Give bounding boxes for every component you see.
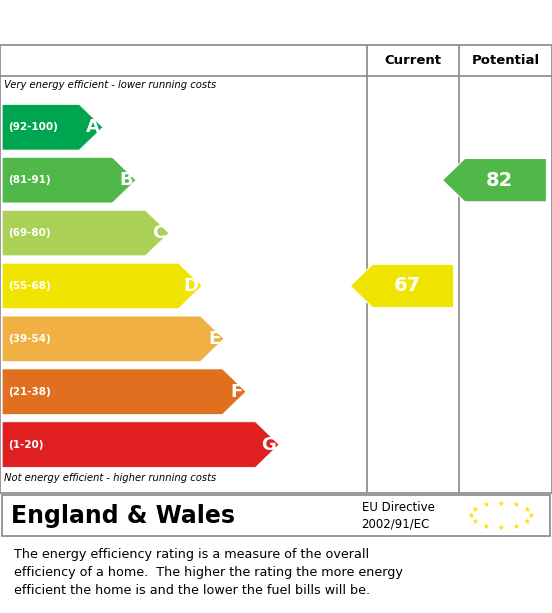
- Polygon shape: [2, 105, 103, 150]
- Text: ★: ★: [497, 499, 505, 508]
- Polygon shape: [2, 369, 246, 414]
- Text: England & Wales: England & Wales: [11, 503, 235, 528]
- Polygon shape: [2, 422, 279, 467]
- Text: 67: 67: [393, 276, 421, 295]
- Text: (1-20): (1-20): [8, 440, 43, 449]
- Text: ★: ★: [528, 511, 534, 520]
- Polygon shape: [2, 263, 202, 309]
- Text: The energy efficiency rating is a measure of the overall
efficiency of a home.  : The energy efficiency rating is a measur…: [14, 548, 402, 597]
- Text: (39-54): (39-54): [8, 334, 50, 344]
- Text: (55-68): (55-68): [8, 281, 50, 291]
- Text: 82: 82: [486, 170, 513, 189]
- Text: Very energy efficient - lower running costs: Very energy efficient - lower running co…: [4, 80, 217, 89]
- Text: F: F: [230, 383, 243, 401]
- Text: ★: ★: [523, 517, 530, 526]
- Text: C: C: [152, 224, 166, 242]
- Text: ★: ★: [471, 505, 479, 514]
- Text: Energy Efficiency Rating: Energy Efficiency Rating: [94, 8, 458, 34]
- Text: ★: ★: [482, 522, 490, 531]
- Text: ★: ★: [468, 511, 474, 520]
- Text: (92-100): (92-100): [8, 122, 57, 132]
- Text: D: D: [184, 277, 199, 295]
- Polygon shape: [442, 159, 546, 202]
- Text: ★: ★: [512, 522, 519, 531]
- Text: B: B: [119, 171, 132, 189]
- Polygon shape: [2, 316, 224, 362]
- Text: (81-91): (81-91): [8, 175, 50, 185]
- Text: Not energy efficient - higher running costs: Not energy efficient - higher running co…: [4, 473, 217, 483]
- Text: ★: ★: [471, 517, 479, 526]
- Polygon shape: [2, 158, 136, 203]
- Text: E: E: [208, 330, 221, 348]
- Text: (21-38): (21-38): [8, 387, 50, 397]
- Text: G: G: [261, 436, 275, 454]
- Polygon shape: [2, 210, 169, 256]
- Text: A: A: [86, 118, 99, 136]
- Text: ★: ★: [512, 500, 519, 509]
- Text: ★: ★: [497, 524, 505, 532]
- Polygon shape: [350, 264, 454, 308]
- Text: EU Directive
2002/91/EC: EU Directive 2002/91/EC: [362, 501, 434, 530]
- Text: ★: ★: [482, 500, 490, 509]
- Text: (69-80): (69-80): [8, 228, 50, 238]
- Text: Current: Current: [385, 54, 442, 67]
- Text: Potential: Potential: [471, 54, 540, 67]
- Text: ★: ★: [523, 505, 530, 514]
